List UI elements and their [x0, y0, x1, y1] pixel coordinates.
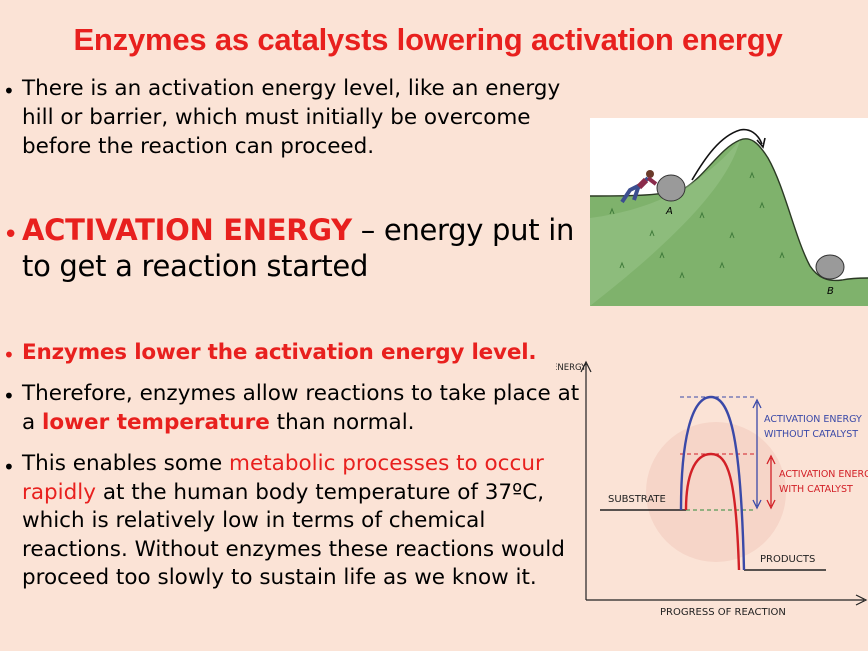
products-label: PRODUCTS	[760, 554, 815, 565]
bullet-dot: •	[3, 343, 15, 367]
highlight-lower-temperature: lower temperature	[42, 410, 270, 435]
bullet-text: There is an activation energy level, lik…	[22, 76, 561, 159]
energy-diagram: ENERGY PROGRESS OF REACTION SUBSTRATE PR…	[556, 360, 868, 618]
curve-without-catalyst	[679, 395, 746, 571]
bullet-text: Therefore, enzymes allow reactions to ta…	[22, 379, 588, 437]
arrow-without-bottom-icon	[752, 499, 762, 510]
label-a: A	[665, 206, 673, 217]
term-activation-energy: ACTIVATION ENERGY	[22, 213, 352, 247]
label-without-line2: WITHOUT CATALYST	[764, 429, 858, 440]
grass-tufts	[609, 171, 785, 279]
hill-illustration: A B	[590, 118, 868, 306]
watermark-logo	[646, 422, 786, 562]
label-with-line2: WITH CATALYST	[779, 484, 853, 495]
definition-text: – energy put in to get a reaction starte…	[22, 213, 575, 283]
bullet-text: Enzymes lower the activation energy leve…	[22, 340, 537, 365]
page-title: Enzymes as catalysts lowering activation…	[73, 22, 783, 57]
arrow-without-top-icon	[752, 398, 762, 409]
bullet-text: ACTIVATION ENERGY – energy put in to get…	[22, 212, 582, 284]
text-segment: This enables some	[22, 451, 230, 476]
y-axis-label: ENERGY	[556, 363, 587, 373]
text-segment: than normal.	[269, 410, 415, 435]
hill-shade	[590, 140, 740, 306]
boulder-b-icon	[815, 254, 845, 280]
bullet-text: This enables some metabolic processes to…	[22, 450, 588, 593]
label-b: B	[827, 286, 834, 297]
bullet-dot: •	[3, 220, 19, 250]
person-pushing-icon	[620, 170, 658, 204]
arrow-head-icon	[756, 137, 766, 149]
x-axis-arrow-icon	[855, 594, 868, 606]
boulder-a-icon	[656, 174, 686, 202]
label-without-line1: ACTIVATION ENERGY	[764, 414, 862, 425]
text-segment: Therefore, enzymes allow reactions to ta…	[22, 381, 580, 435]
text-segment: at the human body temperature of 37ºC, w…	[22, 479, 565, 591]
label-with-line1: ACTIVATION ENERGY	[779, 469, 868, 480]
bullet-dot: •	[3, 79, 15, 103]
arrow-with-bottom-icon	[766, 499, 776, 510]
hill-ground	[590, 138, 868, 306]
motion-arrow-icon	[691, 128, 763, 181]
substrate-label: SUBSTRATE	[608, 494, 666, 505]
highlight-metabolic: metabolic processes to occur rapidly	[22, 451, 544, 505]
curve-with-catalyst	[684, 452, 741, 571]
arrow-with-top-icon	[766, 454, 776, 465]
bullet-dot: •	[3, 455, 15, 479]
x-axis-label: PROGRESS OF REACTION	[660, 607, 786, 618]
bullet-dot: •	[3, 384, 15, 408]
y-axis-arrow-icon	[580, 360, 592, 373]
